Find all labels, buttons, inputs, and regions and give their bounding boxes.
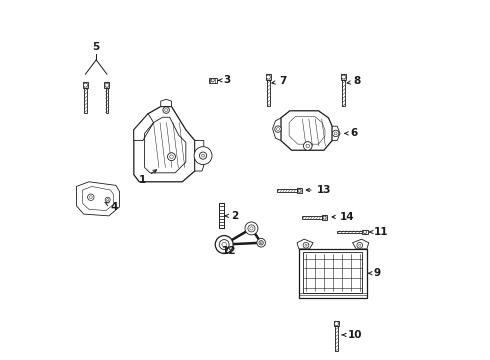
Polygon shape [277,189,296,192]
Circle shape [107,199,109,201]
Circle shape [201,154,204,157]
Polygon shape [219,216,224,219]
Circle shape [215,235,233,253]
Circle shape [335,321,339,326]
Circle shape [222,242,226,247]
Polygon shape [266,74,271,80]
Polygon shape [353,239,368,249]
Text: 2: 2 [225,211,239,221]
Polygon shape [334,321,339,327]
Circle shape [305,244,307,246]
Polygon shape [76,182,120,216]
Circle shape [163,107,170,113]
Polygon shape [302,216,322,219]
Circle shape [248,225,255,232]
Circle shape [260,242,262,244]
Circle shape [323,216,326,219]
Circle shape [306,144,310,148]
Polygon shape [104,82,109,88]
Circle shape [194,147,212,165]
Polygon shape [219,225,224,228]
Polygon shape [161,99,171,107]
Polygon shape [219,203,224,206]
Polygon shape [342,80,345,107]
Text: 14: 14 [332,212,354,222]
Circle shape [250,227,253,230]
Circle shape [257,238,266,247]
Polygon shape [83,82,88,88]
Circle shape [211,79,214,82]
Circle shape [357,242,363,248]
Circle shape [303,242,309,248]
Text: 7: 7 [272,76,287,86]
Circle shape [364,230,367,234]
Polygon shape [335,327,338,351]
Text: 10: 10 [342,330,362,340]
Polygon shape [322,215,327,220]
Text: 5: 5 [92,42,99,52]
Circle shape [245,222,258,235]
Circle shape [170,155,173,158]
Circle shape [342,75,345,79]
Polygon shape [296,188,302,193]
Text: 13: 13 [306,185,331,195]
Polygon shape [341,74,346,80]
Circle shape [275,126,281,132]
Polygon shape [362,230,368,234]
Polygon shape [281,111,332,150]
Polygon shape [267,80,270,107]
Polygon shape [219,213,224,216]
Circle shape [259,240,263,245]
Polygon shape [299,249,367,298]
Circle shape [168,153,175,161]
Text: 8: 8 [347,76,361,86]
Circle shape [199,152,207,159]
Circle shape [105,197,110,202]
Text: 9: 9 [368,268,381,278]
Polygon shape [272,118,281,140]
Circle shape [88,194,94,201]
Polygon shape [219,219,224,222]
Polygon shape [297,239,313,249]
Circle shape [165,109,168,112]
Text: 1: 1 [139,170,156,185]
Circle shape [89,196,92,199]
Text: 4: 4 [105,202,118,212]
Circle shape [303,141,312,150]
Polygon shape [195,140,204,171]
Circle shape [266,75,270,79]
Circle shape [83,83,87,87]
Circle shape [333,130,339,136]
Polygon shape [105,88,108,113]
Polygon shape [134,114,153,140]
Text: 6: 6 [345,129,358,138]
Circle shape [334,132,337,135]
Text: 3: 3 [218,75,231,85]
Polygon shape [219,222,224,225]
Polygon shape [209,78,217,83]
Circle shape [359,244,361,246]
Polygon shape [332,126,340,140]
Polygon shape [219,210,224,213]
Text: 11: 11 [370,227,388,237]
Polygon shape [84,88,87,113]
Text: 12: 12 [221,246,236,256]
Circle shape [105,83,109,87]
Circle shape [219,240,229,249]
Circle shape [276,128,279,131]
Polygon shape [134,107,195,182]
Polygon shape [337,231,362,233]
Polygon shape [219,206,224,210]
Circle shape [298,189,301,192]
